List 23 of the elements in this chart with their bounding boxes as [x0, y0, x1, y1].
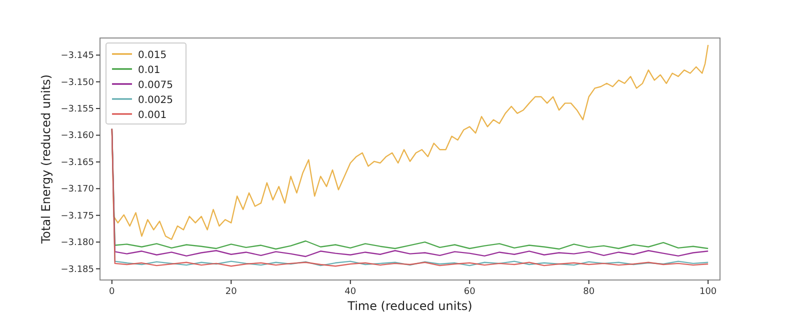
- y-tick-label: −3.185: [60, 264, 94, 275]
- legend-label: 0.0075: [138, 80, 173, 91]
- x-tick-label: 20: [225, 287, 238, 297]
- x-tick-label: 80: [583, 287, 595, 297]
- y-tick-label: −3.145: [60, 51, 94, 62]
- y-tick-label: −3.175: [60, 211, 94, 222]
- x-tick-label: 0: [109, 287, 116, 297]
- y-tick-label: −3.170: [60, 184, 94, 195]
- x-tick-label: 60: [464, 287, 476, 297]
- x-axis-title: Time (reduced units): [346, 299, 472, 313]
- y-axis-title: Total Energy (reduced units): [39, 74, 53, 245]
- y-tick-label: −3.165: [60, 158, 94, 168]
- y-tick-label: −3.155: [60, 104, 94, 115]
- legend-label: 0.001: [138, 110, 167, 121]
- x-tick-label: 100: [699, 287, 717, 297]
- line-series: [111, 44, 709, 240]
- x-tick-label: 40: [344, 287, 356, 297]
- legend-label: 0.0025: [138, 95, 173, 106]
- y-tick-label: −3.150: [60, 78, 94, 88]
- legend-label: 0.015: [138, 50, 167, 61]
- y-tick-label: −3.160: [60, 131, 94, 142]
- legend-label: 0.01: [138, 65, 160, 76]
- y-tick-label: −3.180: [60, 238, 94, 248]
